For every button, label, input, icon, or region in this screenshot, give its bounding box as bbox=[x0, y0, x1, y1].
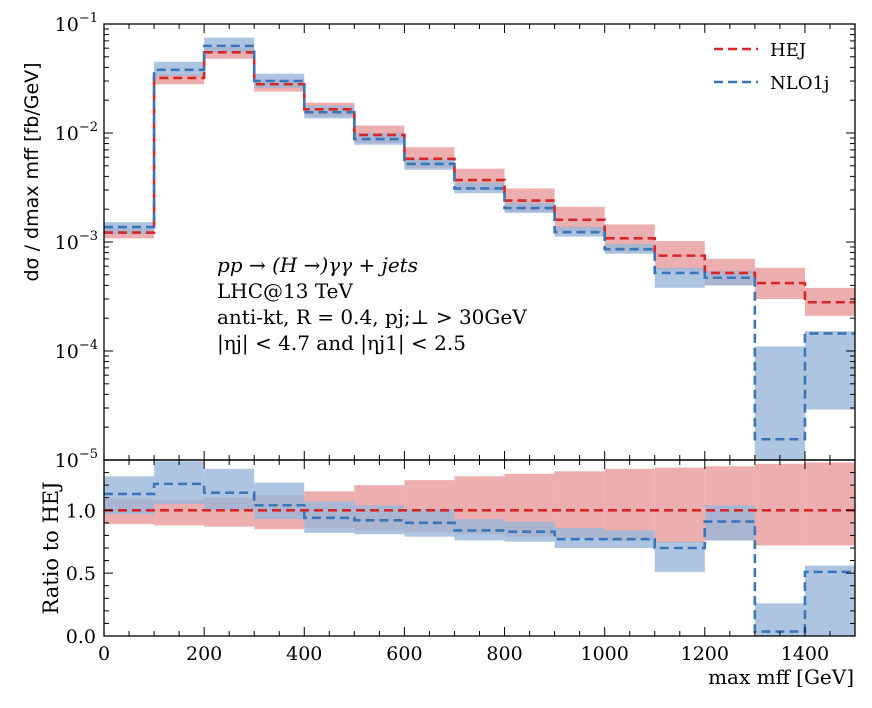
lower-y-tick-label: 1.0 bbox=[66, 500, 96, 522]
x-tick-label: 1000 bbox=[580, 643, 628, 665]
lower-ylabel: Ratio to HEJ bbox=[39, 481, 63, 614]
lower-hej-band-bin-1 bbox=[154, 500, 205, 526]
annotation-energy: LHC@13 TeV bbox=[217, 279, 353, 303]
annotation-jet-def: anti-kt, R = 0.4, pj;⊥ > 30GeV bbox=[217, 305, 527, 329]
upper-nlo1j-band-bin-14 bbox=[804, 331, 855, 410]
upper-ylabel: dσ / dmax mff [fb/GeV] bbox=[21, 62, 43, 281]
lower-nlo1j-band-bin-3 bbox=[254, 482, 305, 520]
x-tick-label: 1400 bbox=[781, 643, 829, 665]
lower-bands bbox=[104, 461, 855, 636]
lower-nlo1j-band-bin-11 bbox=[654, 541, 705, 572]
upper-hej-band-bin-1 bbox=[154, 74, 205, 85]
x-tick-label: 800 bbox=[486, 643, 522, 665]
upper-nlo1j-band-bin-7 bbox=[454, 182, 505, 194]
upper-y-tick-label: 10−3 bbox=[55, 229, 98, 254]
x-tick-label: 1200 bbox=[681, 643, 729, 665]
upper-nlo1j-band-bin-2 bbox=[204, 37, 255, 53]
lower-hej-band-bin-11 bbox=[654, 467, 705, 543]
x-tick-label: 0 bbox=[98, 643, 110, 665]
x-tick-label: 400 bbox=[286, 643, 322, 665]
lower-nlo1j-band-bin-14 bbox=[804, 565, 855, 636]
upper-steps bbox=[104, 44, 855, 441]
lower-hej-band-bin-9 bbox=[554, 471, 605, 538]
upper-hej-line bbox=[104, 51, 855, 304]
upper-nlo1j-band-bin-8 bbox=[504, 202, 555, 213]
upper-nlo1j-band-bin-11 bbox=[654, 267, 705, 288]
upper-y-tick-label: 10−2 bbox=[55, 120, 98, 145]
annotation-process: pp → (H →)γγ + jets bbox=[217, 253, 418, 277]
lower-steps bbox=[104, 482, 855, 633]
upper-frame bbox=[103, 23, 856, 461]
xlabel: max mff [GeV] bbox=[708, 665, 854, 689]
upper-bands bbox=[104, 37, 855, 460]
lower-nlo1j-line bbox=[104, 482, 855, 633]
upper-nlo1j-band-bin-13 bbox=[754, 346, 805, 460]
axes: 0 200 400 600 800 1000 1200 1400 10−5 10−4 10−3 10−… bbox=[55, 11, 856, 665]
lower-nlo1j-band-bin-9 bbox=[554, 527, 605, 548]
upper-y-tick-label: 10−1 bbox=[55, 11, 98, 36]
upper-hej-band-bin-2 bbox=[204, 47, 255, 59]
upper-y-tick-label: 10−4 bbox=[55, 338, 98, 363]
x-tick-label: 200 bbox=[186, 643, 222, 665]
annotation: pp → (H →)γγ + jets LHC@13 TeV anti-kt, … bbox=[217, 253, 527, 356]
legend-hej-label: HEJ bbox=[770, 40, 806, 61]
x-tick-label: 600 bbox=[386, 643, 422, 665]
lower-hej-band-bin-13 bbox=[754, 463, 805, 546]
legend-nlo-label: NLO1j bbox=[770, 73, 830, 94]
annotation-eta-cuts: |ηj| < 4.7 and |ηj1| < 2.5 bbox=[217, 331, 466, 356]
lower-nlo1j-band-bin-2 bbox=[204, 468, 255, 511]
lower-hej-band-bin-10 bbox=[604, 468, 655, 541]
legend: HEJ NLO1j bbox=[714, 40, 830, 94]
upper-y-tick-label: 10−5 bbox=[55, 447, 98, 472]
upper-nlo1j-line bbox=[104, 44, 855, 441]
lower-y-tick-label: 0.5 bbox=[66, 563, 96, 585]
upper-nlo1j-band-bin-0 bbox=[104, 222, 155, 235]
upper-ylabel-text: dσ / dmax mff [fb/GeV] bbox=[21, 62, 43, 281]
lower-nlo1j-band-bin-7 bbox=[454, 519, 505, 541]
lower-hej-band-bin-14 bbox=[804, 462, 855, 546]
lower-y-tick-label: 0.0 bbox=[66, 626, 96, 648]
